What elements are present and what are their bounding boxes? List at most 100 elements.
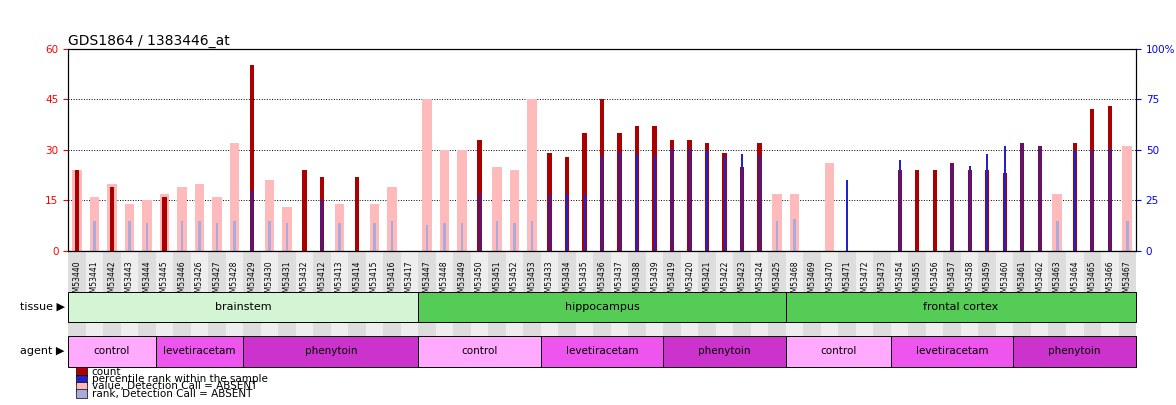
Bar: [699, 251, 716, 336]
Bar: [1056, 221, 1058, 251]
Bar: [68, 251, 86, 336]
Text: levetiracetam: levetiracetam: [566, 346, 639, 356]
Bar: [261, 251, 279, 336]
Text: value, Detection Call = ABSENT: value, Detection Call = ABSENT: [92, 382, 258, 391]
Bar: [1031, 251, 1049, 336]
Bar: [233, 221, 236, 251]
Bar: [390, 221, 393, 251]
Bar: [617, 133, 622, 251]
Text: GDS1864 / 1383446_at: GDS1864 / 1383446_at: [68, 34, 230, 47]
Bar: [527, 99, 537, 251]
Bar: [513, 223, 516, 251]
Bar: [160, 194, 169, 251]
Bar: [313, 251, 330, 336]
Bar: [635, 126, 640, 251]
Text: control: control: [461, 346, 497, 356]
Bar: [422, 99, 432, 251]
Bar: [243, 251, 261, 336]
Bar: [366, 251, 383, 336]
Bar: [646, 251, 663, 336]
Bar: [249, 66, 254, 251]
Bar: [824, 163, 835, 251]
Bar: [757, 143, 762, 251]
Bar: [716, 251, 734, 336]
Bar: [628, 251, 646, 336]
Bar: [128, 221, 131, 251]
Bar: [1083, 251, 1101, 336]
Bar: [121, 251, 139, 336]
Bar: [530, 221, 534, 251]
Bar: [740, 167, 744, 251]
Bar: [479, 194, 481, 251]
Bar: [541, 251, 559, 336]
Bar: [268, 221, 270, 251]
Bar: [751, 251, 768, 336]
Bar: [1073, 143, 1077, 251]
Bar: [961, 251, 978, 336]
Bar: [440, 150, 449, 251]
Bar: [195, 183, 205, 251]
Bar: [509, 170, 520, 251]
Bar: [943, 251, 961, 336]
Bar: [583, 194, 586, 251]
Bar: [566, 194, 568, 251]
Text: agent ▶: agent ▶: [20, 346, 65, 356]
Bar: [874, 251, 891, 336]
Bar: [107, 183, 116, 251]
Bar: [279, 251, 296, 336]
Bar: [681, 251, 699, 336]
Bar: [908, 251, 926, 336]
Bar: [320, 177, 325, 251]
Bar: [601, 156, 603, 251]
Bar: [330, 251, 348, 336]
Bar: [1037, 147, 1042, 251]
Bar: [794, 219, 796, 251]
Bar: [321, 200, 323, 251]
Bar: [1074, 150, 1076, 251]
Bar: [103, 251, 121, 336]
Bar: [933, 170, 937, 251]
Bar: [594, 251, 610, 336]
Bar: [335, 204, 345, 251]
Bar: [163, 221, 166, 251]
Bar: [968, 170, 971, 251]
Bar: [142, 200, 152, 251]
Text: phenytoin: phenytoin: [699, 346, 751, 356]
Text: phenytoin: phenytoin: [1049, 346, 1101, 356]
Text: frontal cortex: frontal cortex: [923, 302, 998, 312]
Bar: [891, 251, 908, 336]
Bar: [461, 223, 463, 251]
Bar: [383, 251, 401, 336]
Bar: [162, 197, 167, 251]
Bar: [496, 221, 499, 251]
Bar: [915, 170, 920, 251]
Bar: [286, 223, 288, 251]
Bar: [688, 140, 691, 251]
Bar: [265, 180, 274, 251]
Bar: [1118, 251, 1136, 336]
Bar: [856, 251, 874, 336]
Text: control: control: [94, 346, 131, 356]
Text: control: control: [820, 346, 856, 356]
Bar: [1053, 194, 1062, 251]
Bar: [86, 251, 103, 336]
Bar: [1020, 143, 1024, 251]
Bar: [426, 225, 428, 251]
Bar: [847, 180, 848, 251]
Bar: [111, 221, 113, 251]
Bar: [470, 251, 488, 336]
Bar: [523, 251, 541, 336]
Bar: [548, 194, 550, 251]
Bar: [208, 251, 226, 336]
Bar: [547, 153, 552, 251]
Bar: [419, 251, 436, 336]
Text: brainstem: brainstem: [215, 302, 272, 312]
Bar: [1108, 106, 1112, 251]
Bar: [506, 251, 523, 336]
Bar: [369, 204, 380, 251]
Bar: [212, 197, 222, 251]
Bar: [610, 251, 628, 336]
Bar: [1014, 251, 1031, 336]
Bar: [72, 170, 82, 251]
Bar: [689, 148, 690, 251]
